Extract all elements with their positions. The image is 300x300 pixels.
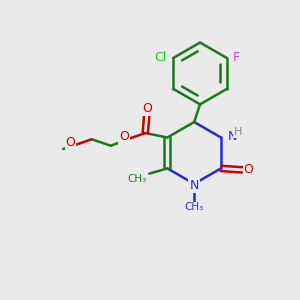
Text: O: O bbox=[66, 136, 76, 149]
Text: N: N bbox=[227, 130, 237, 142]
Text: N: N bbox=[190, 179, 199, 192]
Text: H: H bbox=[234, 127, 243, 137]
Text: CH₃: CH₃ bbox=[128, 174, 147, 184]
Text: F: F bbox=[233, 51, 240, 64]
Text: O: O bbox=[142, 102, 152, 115]
Text: CH₃: CH₃ bbox=[184, 202, 204, 212]
Text: O: O bbox=[244, 164, 254, 176]
Text: O: O bbox=[119, 130, 129, 142]
Text: Cl: Cl bbox=[154, 51, 167, 64]
